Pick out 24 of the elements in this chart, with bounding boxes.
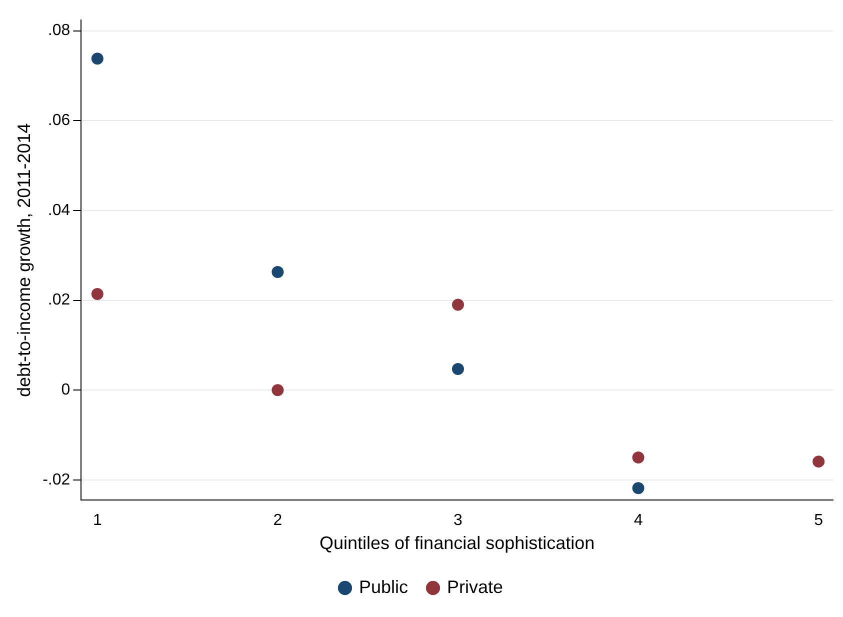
- y-tick-label: .04: [48, 202, 70, 219]
- point: [632, 452, 644, 464]
- point: [272, 384, 284, 396]
- legend-label: Private: [447, 576, 504, 597]
- y-tick-label: .06: [48, 112, 70, 130]
- point: [812, 456, 825, 468]
- y-axis-title: debt-to-income growth, 2011-2014: [14, 123, 34, 398]
- x-axis-title: Quintiles of financial sophistication: [320, 533, 595, 554]
- point: [452, 298, 464, 311]
- point: [91, 52, 104, 65]
- x-tick-label: 1: [92, 512, 102, 530]
- point: [452, 363, 464, 376]
- x-tick-label: 4: [634, 512, 643, 530]
- point: [91, 288, 104, 300]
- y-tick-label: 0: [61, 382, 70, 399]
- y-tick-label: .08: [48, 22, 70, 40]
- legend-label: Public: [358, 576, 408, 597]
- point: [272, 266, 284, 278]
- x-tick-label: 2: [273, 512, 282, 530]
- x-tick-label: 3: [454, 512, 463, 530]
- point: [632, 482, 644, 494]
- y-tick-label: .02: [48, 292, 70, 309]
- y-tick-label: -.02: [42, 471, 70, 488]
- x-tick-label: 5: [814, 512, 824, 530]
